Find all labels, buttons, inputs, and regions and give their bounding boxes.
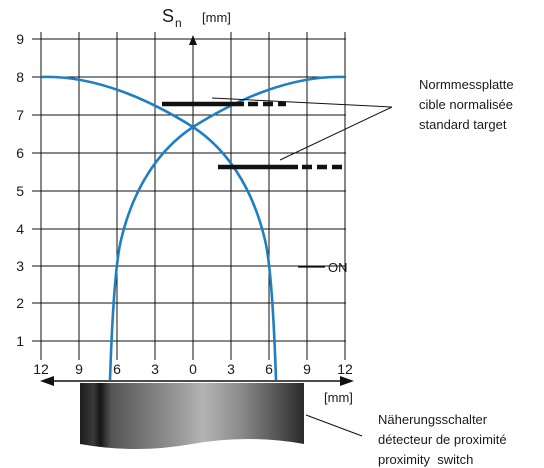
- y-tick-label: 2: [16, 295, 24, 311]
- switch-label-en: proximity switch: [378, 452, 473, 467]
- y-tick-label: 1: [16, 333, 24, 349]
- on-legend-label: ON: [328, 260, 348, 275]
- x-axis-arrow-right: [340, 376, 354, 386]
- y-tick-label: 3: [16, 258, 24, 274]
- y-axis-unit: [mm]: [202, 10, 231, 25]
- switch-leader: [305, 414, 363, 437]
- response-curve-left: [40, 75, 278, 381]
- x-tick-label: 9: [303, 361, 311, 377]
- y-tick-label: 9: [16, 31, 24, 47]
- y-tick-label: 5: [16, 183, 24, 199]
- target-label-fr: cible normalisée: [419, 97, 513, 112]
- y-tick-label: 6: [16, 145, 24, 161]
- x-tick-label: 3: [151, 361, 159, 377]
- x-tick-label: 12: [33, 361, 49, 377]
- y-tick-label: 4: [16, 221, 24, 237]
- target-label-de: Normmessplatte: [419, 77, 514, 92]
- y-tick-labels: 1 2 3 4 5 6 7 8 9: [16, 31, 24, 349]
- target-leader-upper: [211, 97, 393, 108]
- x-tick-label: 6: [113, 361, 121, 377]
- y-axis-subscript: n: [175, 16, 182, 30]
- target-leader-lower: [279, 106, 393, 161]
- y-tick-label: 7: [16, 107, 24, 123]
- x-tick-label: 0: [189, 361, 197, 377]
- response-curve-right: [108, 75, 346, 381]
- target-label-en: standard target: [419, 117, 507, 132]
- x-tick-label: 6: [265, 361, 273, 377]
- y-axis-symbol: S: [162, 6, 174, 26]
- x-tick-label: 12: [337, 361, 353, 377]
- x-axis-arrow-left: [40, 376, 54, 386]
- switch-label-de: Näherungsschalter: [378, 412, 488, 427]
- x-tick-label: 3: [227, 361, 235, 377]
- x-tick-label: 9: [75, 361, 83, 377]
- grid-lines: [32, 32, 346, 360]
- y-axis-arrow: [189, 35, 197, 45]
- y-tick-label: 8: [16, 69, 24, 85]
- x-axis-unit: [mm]: [324, 390, 353, 405]
- proximity-switch-body: [80, 383, 304, 449]
- switch-label-fr: détecteur de proximité: [378, 432, 507, 447]
- x-tick-labels: 12 9 6 3 0 3 6 9 12: [33, 361, 353, 377]
